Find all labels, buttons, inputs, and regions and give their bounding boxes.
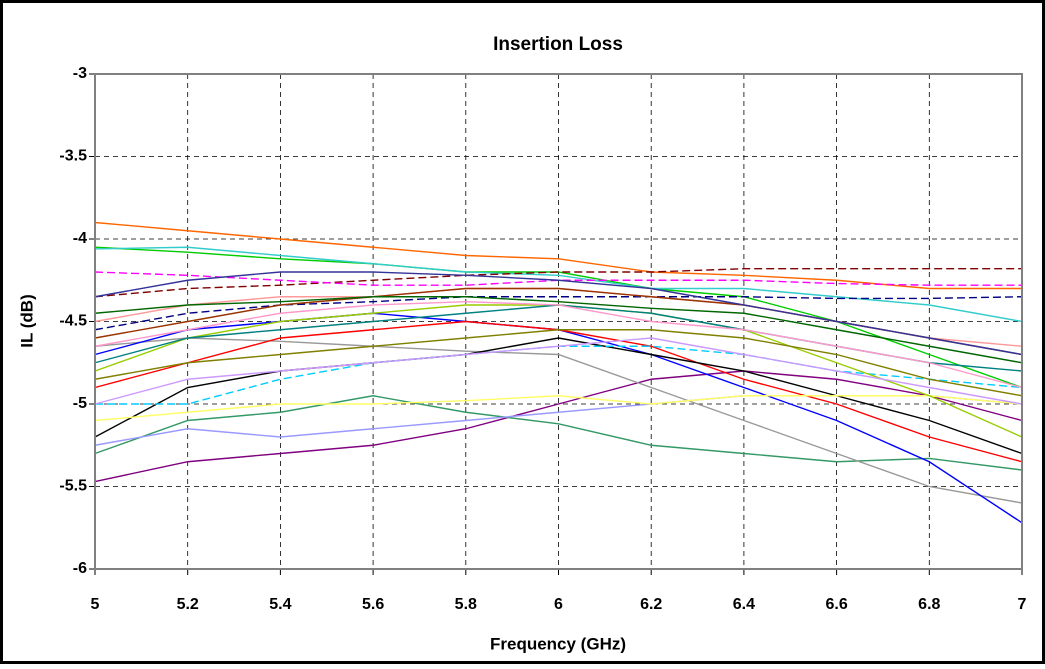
y-tick-label: -5: [73, 395, 87, 412]
series-line: [94, 296, 1023, 364]
y-axis-label: IL (dB): [17, 294, 36, 348]
series-line: [94, 296, 1023, 331]
chart-title: Insertion Loss: [493, 34, 623, 55]
series-line: [94, 337, 1023, 405]
x-tick-label: 6: [554, 596, 563, 613]
series-line: [94, 271, 1023, 356]
y-tick-label: -3.5: [59, 148, 87, 165]
series-line: [94, 221, 1022, 290]
x-tick-label: 6.2: [640, 596, 662, 613]
series-line: [94, 329, 1023, 397]
x-tick-label: 5.8: [455, 596, 477, 613]
y-tick-label: -5.5: [59, 478, 87, 495]
series-line: [94, 268, 1022, 298]
series-line: [94, 395, 1023, 422]
x-tick-label: 6.6: [825, 596, 847, 613]
x-tick-label: 7: [1018, 596, 1027, 613]
x-tick-label: 5.2: [177, 596, 199, 613]
y-tick-label: -6: [73, 560, 87, 577]
series-line: [94, 246, 1023, 323]
series-line: [94, 337, 1023, 455]
x-tick-label: 5.4: [269, 596, 291, 613]
plot-border: [94, 73, 1023, 570]
x-tick-label: 5.6: [362, 596, 384, 613]
y-tick-label: -4.5: [59, 313, 87, 330]
series-line: [94, 337, 1023, 504]
series-line: [94, 370, 1023, 483]
y-tick-label: -4: [73, 230, 87, 247]
x-tick-label: 5: [91, 596, 100, 613]
x-tick-label: 6.4: [733, 596, 755, 613]
y-tick-label: -3: [73, 65, 87, 82]
series-line: [94, 395, 1023, 471]
series-line: [94, 300, 1023, 389]
series-line: [94, 246, 1023, 389]
x-tick-label: 6.8: [918, 596, 940, 613]
x-axis-label: Frequency (GHz): [490, 634, 626, 653]
